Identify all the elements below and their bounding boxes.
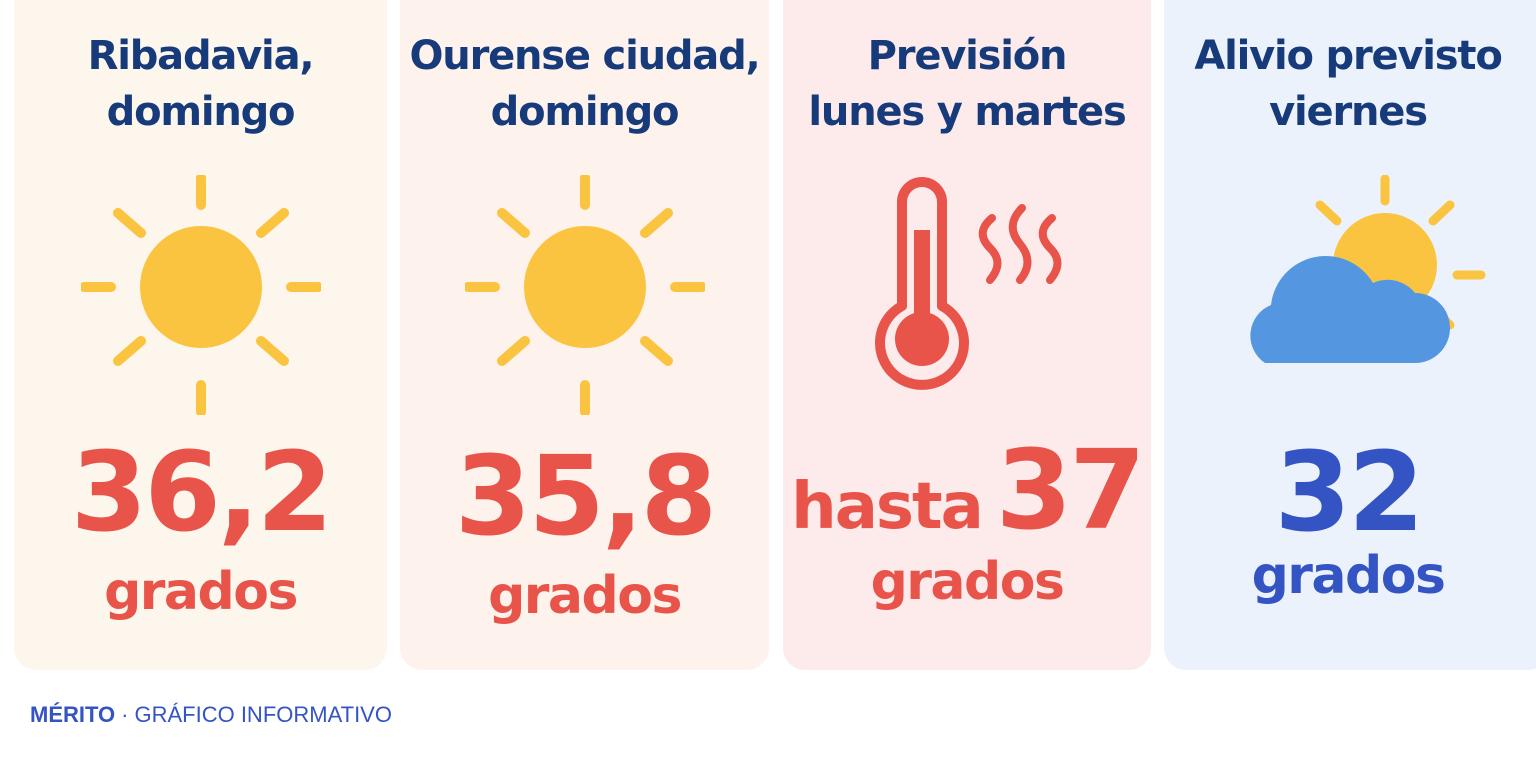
cards-row: Ribadavia, domingo 36,2 grados Ourense c… [14, 0, 1536, 670]
footer-separator: · [121, 702, 129, 727]
footer-credit: MÉRITO · GRÁFICO INFORMATIVO [30, 702, 392, 728]
card-prevision: Previsión lunes y martes hasta 37 grados [783, 0, 1151, 670]
card-title: Alivio previsto viernes [1164, 28, 1532, 140]
card-title-line2: domingo [106, 89, 296, 135]
card-alivio: Alivio previsto viernes 32 grados [1164, 0, 1536, 670]
temperature-value: 32 [1274, 428, 1424, 556]
card-title-line1: Previsión [867, 33, 1068, 79]
card-ribadavia: Ribadavia, domingo 36,2 grados [14, 0, 387, 670]
card-title: Previsión lunes y martes [783, 28, 1151, 140]
temperature-prefix: hasta [791, 470, 984, 544]
card-title-line2: viernes [1269, 89, 1428, 135]
card-title-line1: Alivio previsto [1194, 33, 1502, 79]
footer-label: GRÁFICO INFORMATIVO [134, 702, 392, 727]
temperature-value: 36,2 [70, 428, 333, 556]
sun-icon [464, 175, 705, 415]
partly-cloudy-icon [1250, 175, 1486, 363]
temperature-unit: grados [870, 552, 1065, 612]
card-title: Ribadavia, domingo [14, 28, 387, 140]
temperature-value-row: hasta 37 [783, 430, 1151, 583]
temperature-unit: grados [1251, 546, 1446, 606]
card-title: Ourense ciudad, domingo [400, 28, 769, 140]
footer-brand: MÉRITO [30, 702, 116, 727]
card-title-line1: Ourense ciudad, [409, 33, 760, 79]
thermometer-heat-icon [875, 177, 1062, 390]
temperature-value: 37 [995, 426, 1146, 554]
temperature-unit: grados [488, 566, 682, 626]
sun-icon [80, 175, 321, 415]
temperature-unit: grados [104, 562, 298, 622]
temperature-value: 35,8 [454, 432, 717, 560]
card-ourense: Ourense ciudad, domingo 35,8 grados [400, 0, 769, 670]
card-title-line1: Ribadavia, [87, 33, 315, 79]
card-title-line2: lunes y martes [808, 89, 1126, 135]
card-title-line2: domingo [490, 89, 680, 135]
